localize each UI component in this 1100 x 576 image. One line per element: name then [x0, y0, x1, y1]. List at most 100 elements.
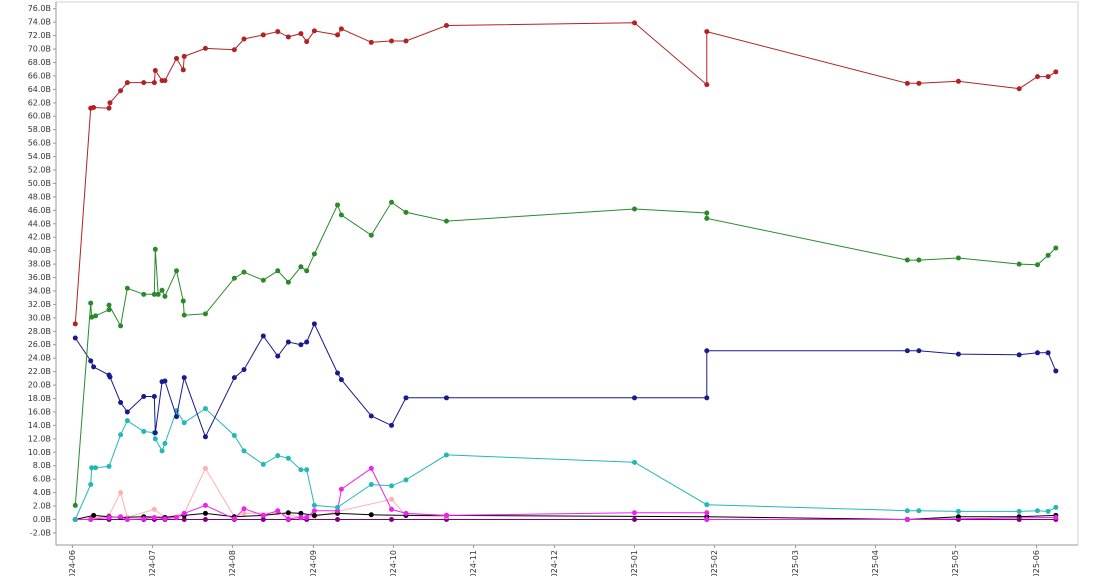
point — [141, 393, 147, 399]
point — [118, 432, 124, 438]
y-tick-label: 68.0B — [28, 58, 51, 67]
point — [91, 364, 97, 370]
point — [118, 88, 124, 94]
point — [152, 68, 158, 74]
x-tick-label: 2024-11 — [469, 550, 478, 576]
point — [275, 29, 281, 35]
y-tick-label: 24.0B — [28, 354, 51, 363]
point — [631, 395, 637, 401]
point — [202, 510, 208, 516]
point — [311, 502, 317, 508]
point — [231, 275, 237, 281]
point — [151, 514, 157, 520]
point — [180, 67, 186, 73]
y-tick-label: 18.0B — [28, 394, 51, 403]
point — [955, 78, 961, 84]
point — [304, 339, 310, 345]
point — [338, 377, 344, 383]
point — [275, 508, 281, 514]
y-tick-label: 22.0B — [28, 367, 51, 376]
point — [1016, 514, 1022, 520]
point — [368, 482, 374, 488]
point — [88, 358, 94, 364]
y-tick-label: 50.0B — [28, 179, 51, 188]
point — [89, 465, 95, 471]
point — [181, 53, 187, 59]
point — [955, 351, 961, 357]
point — [704, 502, 710, 508]
point — [202, 434, 208, 440]
point — [231, 375, 237, 381]
point — [162, 293, 168, 299]
point — [311, 251, 317, 257]
point — [298, 31, 304, 37]
point — [1016, 86, 1022, 92]
point — [124, 516, 130, 522]
point — [202, 45, 208, 51]
point — [141, 80, 147, 86]
y-tick-label: 70.0B — [28, 45, 51, 54]
point — [174, 55, 180, 61]
x-tick-label: 2024-09 — [309, 550, 318, 576]
point — [93, 465, 99, 471]
point — [241, 448, 247, 454]
point — [916, 508, 922, 514]
y-tick-label: 12.0B — [28, 434, 51, 443]
x-tick-label: 2024-12 — [550, 550, 559, 576]
x-tick-label: 2025-01 — [630, 550, 639, 576]
x-tick-label: 2025-04 — [871, 550, 880, 576]
point — [241, 36, 247, 42]
point — [285, 34, 291, 40]
point — [72, 516, 78, 522]
point — [443, 218, 449, 224]
point — [181, 510, 187, 516]
point — [152, 436, 158, 442]
point — [311, 321, 317, 327]
point — [118, 514, 124, 520]
y-tick-label: 32.0B — [28, 300, 51, 309]
y-tick-label: 34.0B — [28, 286, 51, 295]
point — [72, 502, 78, 508]
point — [124, 409, 130, 415]
point — [118, 400, 124, 406]
x-tick-label: 2025-06 — [1032, 550, 1041, 576]
point — [275, 268, 281, 274]
y-tick-label: 0.0B — [33, 515, 51, 524]
point — [72, 321, 78, 327]
x-tick-label: 2025-03 — [791, 550, 800, 576]
series-line — [75, 512, 1056, 521]
point — [285, 516, 291, 522]
point — [368, 39, 374, 45]
point — [241, 269, 247, 275]
point — [389, 516, 395, 522]
point — [124, 80, 130, 86]
point — [107, 100, 113, 106]
point — [368, 465, 374, 471]
y-tick-label: 16.0B — [28, 407, 51, 416]
point — [275, 453, 281, 459]
point — [181, 420, 187, 426]
y-tick-label: 20.0B — [28, 381, 51, 390]
point — [241, 510, 247, 516]
point — [162, 378, 168, 384]
point — [389, 483, 395, 489]
series — [72, 406, 1059, 522]
point — [202, 516, 208, 522]
point — [107, 374, 113, 380]
point — [118, 490, 124, 496]
point — [152, 430, 158, 436]
point — [631, 20, 637, 26]
series — [72, 465, 1059, 522]
point — [260, 32, 266, 38]
point — [241, 506, 247, 512]
point — [368, 232, 374, 238]
point — [335, 370, 341, 376]
point — [231, 516, 237, 522]
point — [260, 333, 266, 339]
point — [403, 510, 409, 516]
point — [335, 504, 341, 510]
point — [1016, 352, 1022, 358]
point — [151, 506, 157, 512]
point — [174, 514, 180, 520]
point — [89, 314, 95, 320]
